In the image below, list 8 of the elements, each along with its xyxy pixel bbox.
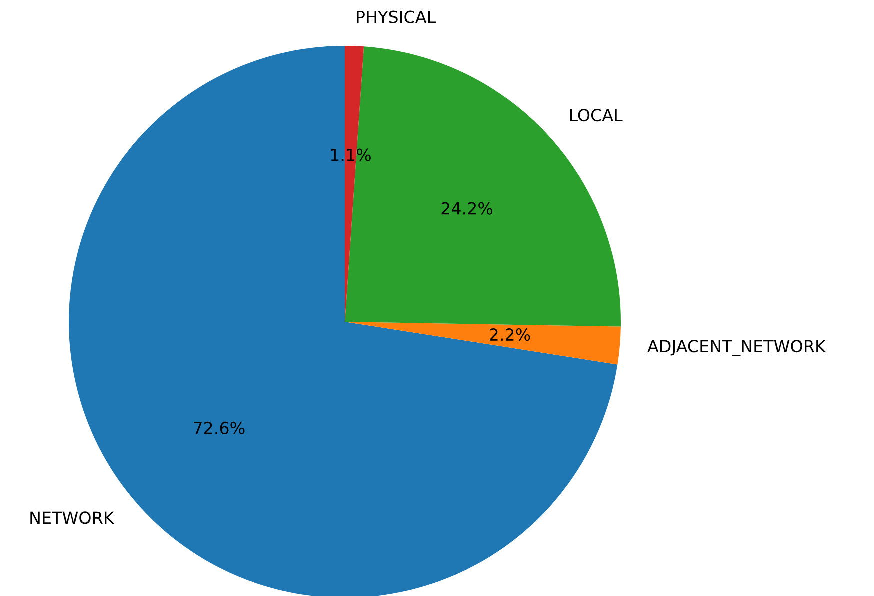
slice-label: NETWORK (30, 512, 115, 524)
data-label: 1.1% (331, 148, 371, 162)
slice-label: ADJACENT_NETWORK (648, 340, 826, 356)
data-label: 2.2% (490, 328, 530, 342)
data-label: 72.6% (194, 422, 245, 434)
slice-label: LOCAL (570, 109, 623, 122)
slice-label: PHYSICAL (357, 10, 436, 24)
data-label: 24.2% (442, 202, 493, 215)
